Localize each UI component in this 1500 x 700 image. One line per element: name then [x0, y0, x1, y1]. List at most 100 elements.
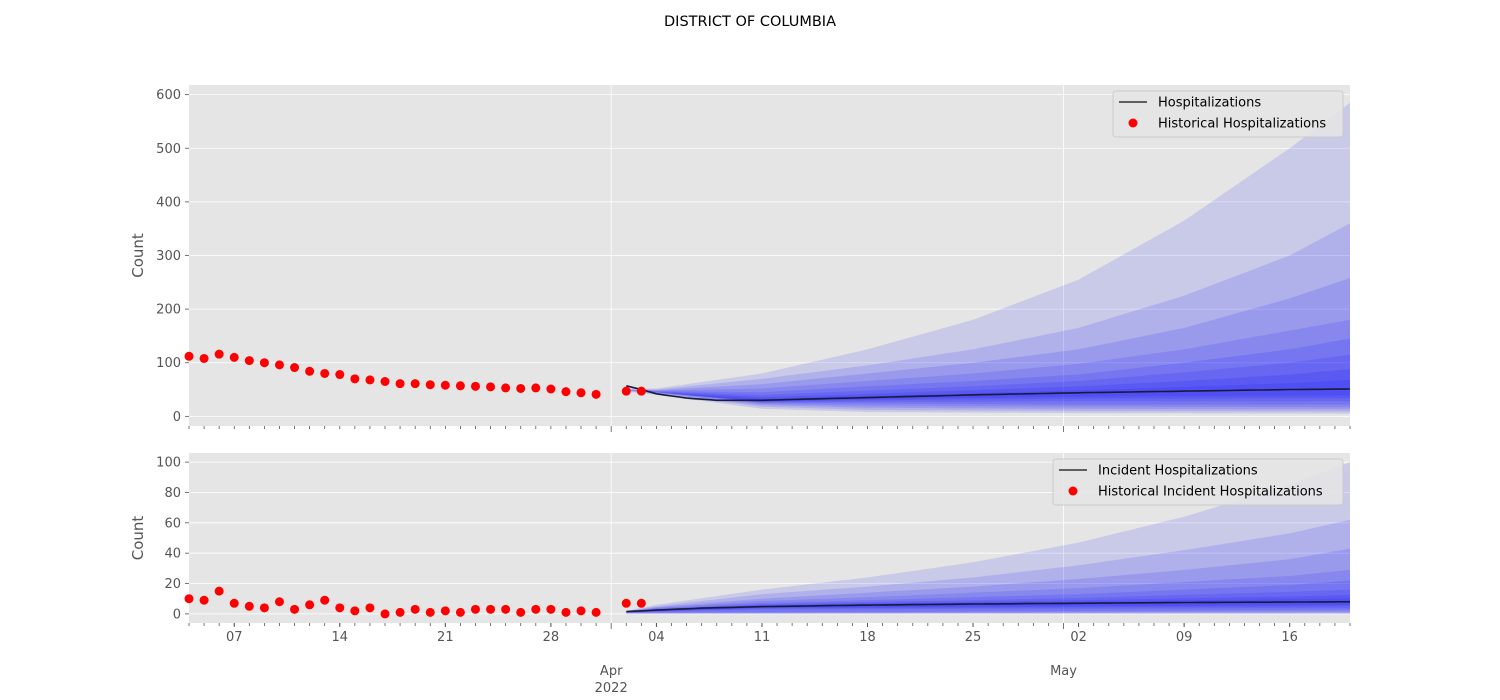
x-year-label: 2022: [595, 681, 628, 696]
legend: Incident Hospitalizations Historical Inci…: [1052, 458, 1344, 506]
historical-point: [335, 370, 345, 380]
historical-point: [184, 594, 194, 604]
forecast-band-5: [626, 354, 1350, 403]
historical-point: [501, 383, 511, 393]
historical-point: [621, 386, 631, 396]
x-tick-label: 14: [332, 630, 349, 645]
historical-point: [636, 598, 646, 608]
historical-point: [395, 379, 405, 389]
y-tick-label: 0: [173, 607, 181, 622]
historical-point: [320, 595, 330, 605]
historical-point: [214, 586, 224, 596]
historical-point: [365, 375, 375, 385]
historical-point: [546, 384, 556, 394]
y-tick-label: 500: [156, 142, 181, 157]
historical-point: [259, 358, 269, 368]
historical-point: [455, 381, 465, 391]
y-tick-label: 80: [164, 486, 181, 501]
forecast-bands: [626, 102, 1350, 414]
y-tick-label: 300: [156, 249, 181, 264]
x-tick-label: 28: [543, 630, 560, 645]
historical-point: [440, 606, 450, 616]
legend-entry: Historical Hospitalizations: [1158, 117, 1326, 132]
legend-box: [1052, 458, 1344, 506]
historical-point: [244, 356, 254, 366]
historical-point: [350, 374, 360, 384]
forecast-band-2: [626, 278, 1350, 410]
historical-point: [290, 604, 300, 614]
y-tick-label: 600: [156, 88, 181, 103]
historical-point: [305, 600, 315, 610]
historical-point: [335, 603, 345, 613]
historical-point: [199, 353, 209, 363]
historical-point: [259, 603, 269, 613]
historical-point: [380, 376, 390, 386]
x-month-label: Apr: [600, 664, 623, 679]
historical-point: [516, 383, 526, 393]
y-tick-label: 100: [156, 456, 181, 471]
historical-point: [184, 351, 194, 361]
historical-point: [591, 389, 601, 399]
historical-point: [274, 360, 284, 370]
forecast-band-4: [626, 580, 1350, 613]
x-tick-label: 21: [437, 630, 454, 645]
x-tick-label: 11: [754, 630, 771, 645]
figure-title: DISTRICT OF COLUMBIA: [664, 14, 836, 30]
historical-point: [470, 604, 480, 614]
forecast-band-6: [626, 369, 1350, 402]
historical-point: [621, 598, 631, 608]
x-tick-label: 18: [859, 630, 876, 645]
forecast-band-7: [626, 598, 1350, 612]
forecast-band-3: [626, 319, 1350, 408]
historical-point: [486, 382, 496, 392]
historical-point: [531, 604, 541, 614]
legend-marker-swatch: [1068, 486, 1078, 496]
historical-point: [425, 380, 435, 390]
forecast-band-7: [626, 379, 1350, 402]
historical-point: [305, 366, 315, 376]
historical-point: [561, 387, 571, 397]
historical-point: [576, 388, 586, 398]
y-tick-label: 100: [156, 356, 181, 371]
forecast-median-line: [626, 600, 1350, 613]
forecast-band-0: [626, 462, 1350, 614]
hospitalizations-panel: 0 100 200 300 400 500 600 Count Hospitalizations…: [129, 85, 1351, 432]
x-tick-label: 16: [1281, 630, 1298, 645]
historical-point: [425, 607, 435, 617]
historical-point: [561, 607, 571, 617]
y-axis-label: Count: [129, 233, 147, 278]
historical-point: [440, 380, 450, 390]
x-tick-label: 07: [226, 630, 243, 645]
legend-entry: Historical Incident Hospitalizations: [1098, 485, 1323, 500]
y-tick-label: 40: [164, 547, 181, 562]
x-tick-label: 02: [1070, 630, 1087, 645]
legend-entry: Hospitalizations: [1158, 96, 1261, 111]
historical-point: [350, 606, 360, 616]
historical-point: [410, 379, 420, 389]
y-axis-label: Count: [129, 516, 147, 561]
historical-point: [274, 597, 284, 607]
historical-point: [455, 607, 465, 617]
historical-point: [380, 609, 390, 619]
y-tick-label: 60: [164, 516, 181, 531]
historical-point: [516, 607, 526, 617]
forecast-band-4: [626, 338, 1350, 405]
historical-point: [531, 383, 541, 393]
historical-point: [486, 604, 496, 614]
historical-point: [244, 601, 254, 611]
historical-point: [290, 363, 300, 373]
shared-x-axis: 07 14 21 28 04 11 18 25 02 09 16 Apr 2022 May: [226, 623, 1298, 696]
forecast-band-1: [626, 519, 1350, 614]
incident-hospitalizations-panel: 0 20 40 60 80 100 Count Incident Hospitalizatio…: [129, 453, 1351, 629]
historical-point: [636, 386, 646, 396]
forecast-band-0: [626, 102, 1350, 414]
y-tick-label: 200: [156, 303, 181, 318]
x-tick-label: 25: [965, 630, 982, 645]
legend-entry: Incident Hospitalizations: [1098, 464, 1258, 479]
historical-point: [395, 607, 405, 617]
historical-point: [199, 595, 209, 605]
legend-marker-swatch: [1128, 118, 1138, 128]
y-tick-label: 0: [173, 410, 181, 425]
x-month-label: May: [1050, 664, 1077, 679]
forecast-band-1: [626, 223, 1350, 412]
